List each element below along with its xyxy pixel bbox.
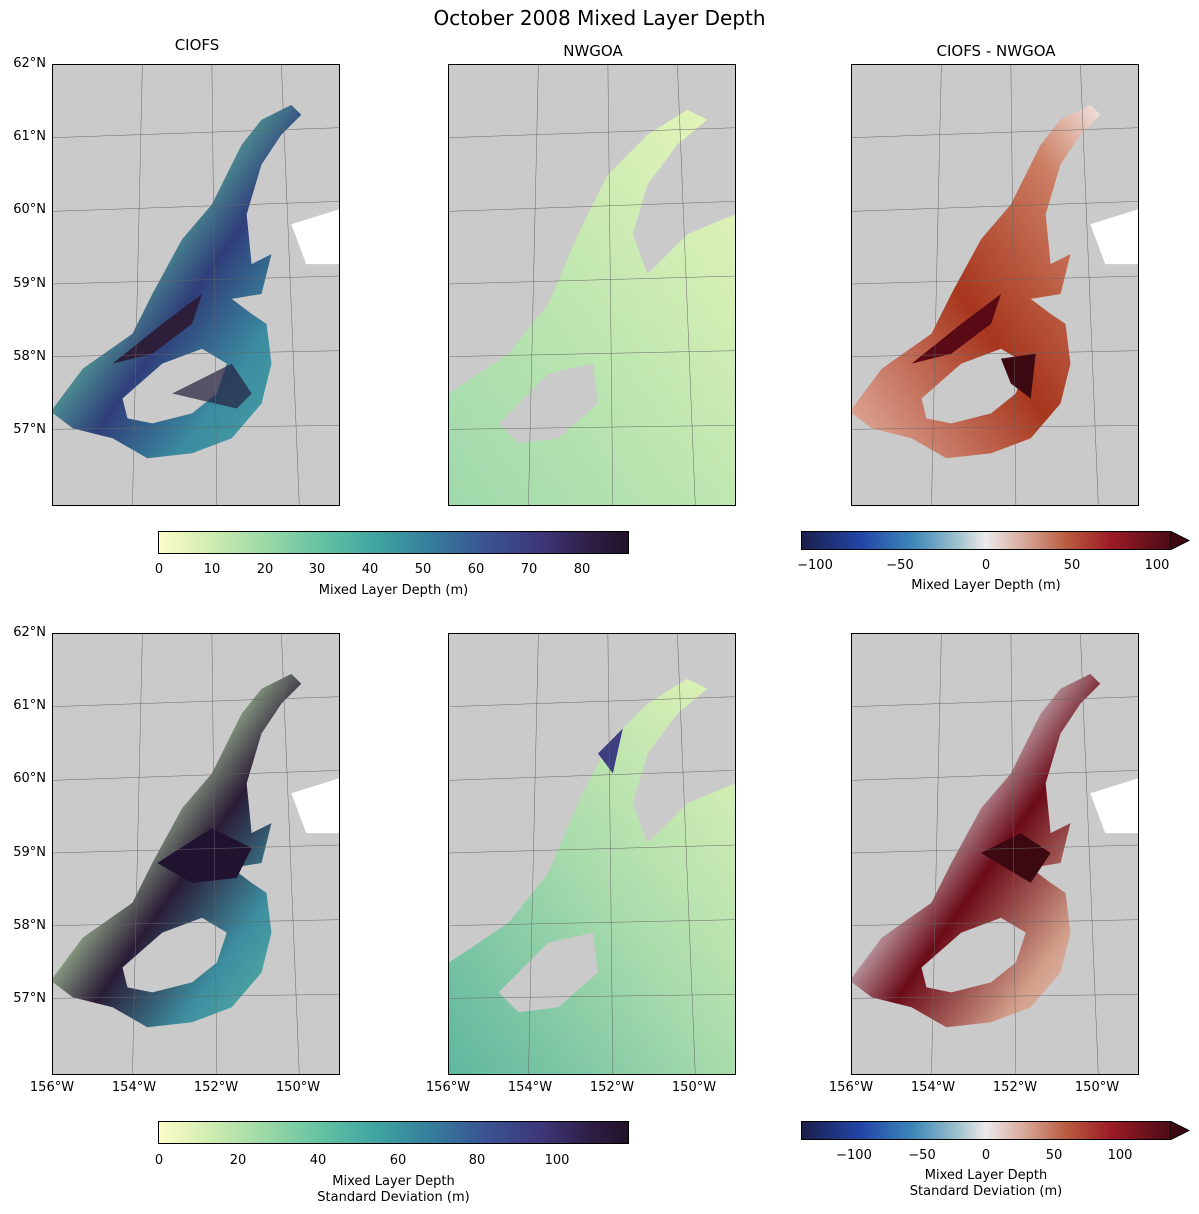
- colorbar-extend-arrow: [1170, 1121, 1190, 1140]
- colorbar-tick: 100: [1107, 1148, 1133, 1163]
- colorbar-tick: −50: [908, 1148, 936, 1163]
- colorbar-label: Mixed Layer Depth Standard Deviation (m): [158, 1174, 629, 1206]
- colorbar-label-line: Mixed Layer Depth: [332, 1174, 455, 1189]
- lon-tick: 156°W: [828, 1080, 874, 1095]
- colorbar-tick: 0: [154, 1153, 164, 1168]
- colorbar-std-diverging: [801, 1121, 1171, 1140]
- colorbar-mean-diverging: [801, 531, 1171, 550]
- lat-tick: 60°N: [13, 202, 46, 217]
- lat-tick: 58°N: [13, 918, 46, 933]
- lat-tick: 57°N: [13, 991, 46, 1006]
- figure-title: October 2008 Mixed Layer Depth: [433, 6, 766, 30]
- colorbar-label: Mixed Layer Depth Standard Deviation (m): [801, 1168, 1171, 1200]
- lat-tick: 58°N: [13, 349, 46, 364]
- colorbar-tick: 80: [573, 562, 591, 577]
- colorbar-tick: 60: [467, 562, 485, 577]
- colorbar-tick: 0: [154, 562, 164, 577]
- lon-tick: 156°W: [425, 1080, 471, 1095]
- lat-tick: 57°N: [13, 422, 46, 437]
- colorbar-label-line: Standard Deviation (m): [317, 1190, 470, 1205]
- colorbar-tick: 10: [203, 562, 221, 577]
- colorbar-tick: 70: [520, 562, 538, 577]
- lat-tick: 61°N: [13, 129, 46, 144]
- colorbar-label: Mixed Layer Depth (m): [911, 578, 1061, 593]
- colorbar-tick: 40: [361, 562, 379, 577]
- colorbar-tick: −100: [797, 558, 833, 573]
- column-title-difference: CIOFS - NWGOA: [936, 42, 1056, 60]
- colorbar-tick: 100: [544, 1153, 570, 1168]
- colorbar-std-sequential: [158, 1121, 629, 1144]
- column-title-nwgoa: NWGOA: [563, 42, 623, 60]
- colorbar-tick: 50: [1063, 558, 1081, 573]
- lon-tick: 152°W: [992, 1080, 1038, 1095]
- map-difference-mean: [851, 64, 1139, 506]
- map-ciofs-std: [52, 633, 340, 1075]
- column-title-ciofs: CIOFS: [174, 36, 220, 54]
- colorbar-tick: −100: [836, 1148, 872, 1163]
- lat-tick: 60°N: [13, 771, 46, 786]
- lon-tick: 156°W: [29, 1080, 75, 1095]
- colorbar-mean-sequential: [158, 531, 629, 554]
- colorbar-tick: 50: [1045, 1148, 1063, 1163]
- colorbar-tick: 0: [981, 1148, 991, 1163]
- map-nwgoa-mean: [448, 64, 736, 506]
- lon-tick: 154°W: [111, 1080, 157, 1095]
- lat-tick: 62°N: [13, 625, 46, 640]
- map-nwgoa-std: [448, 633, 736, 1075]
- colorbar-tick: 50: [414, 562, 432, 577]
- lat-tick: 59°N: [13, 276, 46, 291]
- map-difference-std: [851, 633, 1139, 1075]
- colorbar-tick: 0: [981, 558, 991, 573]
- colorbar-tick: 20: [256, 562, 274, 577]
- colorbar-label-line: Standard Deviation (m): [909, 1184, 1063, 1199]
- lat-tick: 62°N: [13, 56, 46, 71]
- map-ciofs-mean: [52, 64, 340, 506]
- colorbar-tick: 100: [1144, 558, 1170, 573]
- colorbar-tick: 20: [229, 1153, 247, 1168]
- lon-tick: 150°W: [1074, 1080, 1120, 1095]
- colorbar-label: Mixed Layer Depth (m): [318, 583, 469, 598]
- colorbar-tick: 40: [309, 1153, 327, 1168]
- lat-tick: 59°N: [13, 845, 46, 860]
- lat-tick: 61°N: [13, 698, 46, 713]
- colorbar-tick: 60: [389, 1153, 407, 1168]
- lon-tick: 152°W: [589, 1080, 635, 1095]
- lon-tick: 150°W: [671, 1080, 717, 1095]
- lon-tick: 150°W: [275, 1080, 321, 1095]
- colorbar-tick: −50: [886, 558, 914, 573]
- lon-tick: 154°W: [910, 1080, 956, 1095]
- colorbar-tick: 80: [468, 1153, 486, 1168]
- lon-tick: 152°W: [193, 1080, 239, 1095]
- lon-tick: 154°W: [507, 1080, 553, 1095]
- colorbar-extend-arrow: [1170, 531, 1190, 550]
- colorbar-label-line: Mixed Layer Depth: [924, 1168, 1048, 1183]
- colorbar-tick: 30: [308, 562, 326, 577]
